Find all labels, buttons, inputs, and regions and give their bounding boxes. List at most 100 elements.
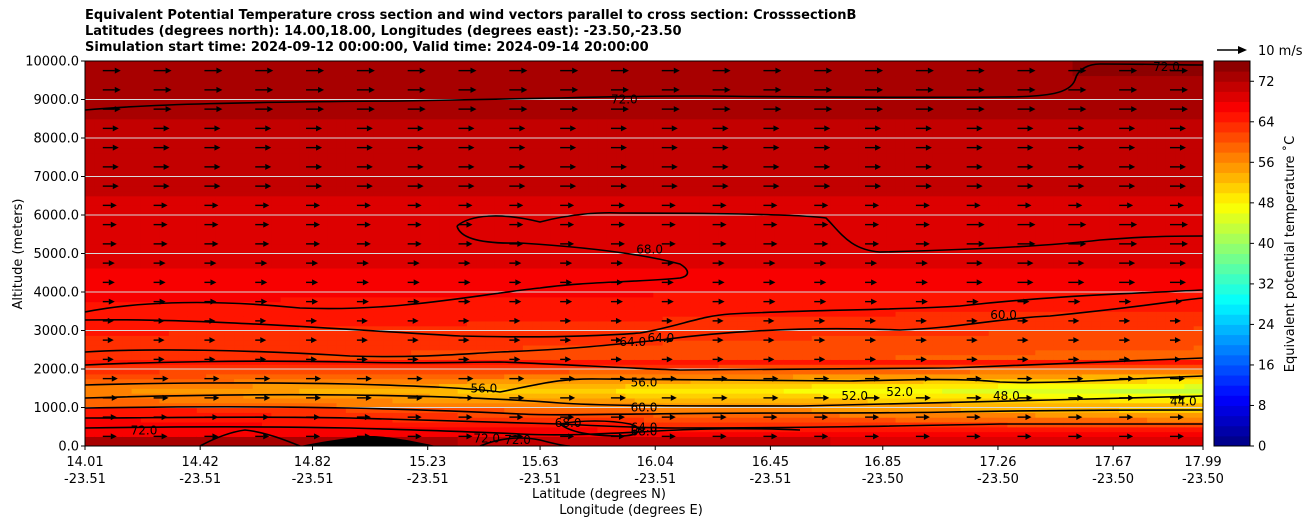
field-cell bbox=[541, 104, 552, 110]
field-cell bbox=[616, 369, 626, 375]
field-cell bbox=[588, 128, 599, 134]
field-cell bbox=[476, 215, 487, 221]
field-cell bbox=[131, 383, 142, 389]
field-cell bbox=[504, 104, 515, 110]
field-cell bbox=[234, 80, 244, 86]
field-cell bbox=[588, 75, 599, 81]
field-cell bbox=[131, 344, 142, 351]
field-cell bbox=[429, 224, 440, 231]
field-cell bbox=[243, 205, 254, 211]
field-cell bbox=[485, 109, 496, 115]
field-cell bbox=[606, 166, 617, 173]
field-cell bbox=[541, 277, 552, 283]
field-cell bbox=[569, 364, 580, 370]
field-cell bbox=[85, 200, 95, 206]
field-cell bbox=[336, 421, 347, 428]
field-cell bbox=[522, 234, 533, 240]
field-cell bbox=[112, 354, 123, 360]
field-cell bbox=[616, 421, 626, 428]
field-cell bbox=[644, 85, 654, 91]
field-cell bbox=[168, 219, 179, 226]
field-cell bbox=[187, 426, 198, 433]
field-cell bbox=[178, 80, 189, 86]
field-cell bbox=[541, 344, 552, 351]
field-cell bbox=[234, 210, 244, 216]
field-cell bbox=[383, 61, 394, 67]
field-cell bbox=[140, 330, 151, 336]
field-cell bbox=[373, 85, 384, 91]
field-cell bbox=[271, 407, 282, 413]
field-cell bbox=[168, 349, 179, 356]
field-cell bbox=[504, 133, 515, 139]
field-cell bbox=[299, 94, 310, 101]
field-cell bbox=[280, 301, 291, 308]
field-cell bbox=[420, 157, 431, 163]
field-cell bbox=[159, 118, 170, 125]
field-cell bbox=[364, 171, 375, 178]
field-cell bbox=[112, 123, 123, 129]
field-cell bbox=[429, 138, 440, 144]
field-cell bbox=[457, 248, 468, 255]
field-cell bbox=[85, 253, 95, 259]
field-cell bbox=[243, 89, 254, 96]
field-cell bbox=[271, 373, 282, 380]
field-cell bbox=[122, 234, 133, 240]
field-cell bbox=[355, 109, 366, 115]
field-cell bbox=[420, 354, 431, 360]
field-cell bbox=[243, 340, 254, 346]
field-cell bbox=[429, 426, 440, 433]
field-cell bbox=[466, 70, 477, 77]
field-cell bbox=[224, 407, 235, 413]
field-cell bbox=[103, 378, 114, 385]
field-cell bbox=[588, 296, 599, 303]
field-cell bbox=[411, 296, 421, 303]
field-cell bbox=[345, 190, 356, 197]
field-cell bbox=[653, 152, 664, 158]
field-cell bbox=[476, 397, 487, 404]
field-cell bbox=[439, 152, 449, 158]
field-cell bbox=[504, 272, 515, 279]
field-cell bbox=[140, 142, 151, 149]
field-cell bbox=[150, 128, 161, 134]
field-cell bbox=[103, 253, 114, 259]
field-cell bbox=[206, 123, 217, 129]
field-cell bbox=[345, 316, 356, 322]
field-cell bbox=[401, 205, 412, 211]
field-cell bbox=[178, 263, 189, 269]
field-cell bbox=[541, 306, 552, 312]
field-cell bbox=[299, 272, 310, 279]
field-cell bbox=[178, 325, 189, 332]
field-cell bbox=[569, 61, 580, 67]
field-cell bbox=[168, 369, 179, 375]
field-cell bbox=[131, 186, 142, 192]
field-cell bbox=[85, 104, 95, 110]
field-cell bbox=[262, 89, 272, 96]
field-cell bbox=[448, 253, 459, 259]
field-cell bbox=[494, 258, 505, 264]
field-cell bbox=[168, 330, 179, 336]
field-cell bbox=[327, 340, 338, 346]
field-cell bbox=[299, 186, 310, 192]
field-cell bbox=[541, 248, 552, 255]
field-cell bbox=[560, 186, 571, 192]
field-cell bbox=[457, 373, 468, 380]
field-cell bbox=[476, 109, 487, 115]
field-cell bbox=[550, 402, 561, 409]
field-cell bbox=[196, 402, 207, 409]
field-cell bbox=[476, 426, 487, 433]
field-cell bbox=[401, 344, 412, 351]
field-cell bbox=[541, 436, 552, 442]
field-cell bbox=[476, 142, 487, 149]
field-cell bbox=[243, 128, 254, 134]
field-cell bbox=[252, 325, 263, 332]
field-cell bbox=[485, 373, 496, 380]
field-cell bbox=[150, 388, 161, 394]
field-cell bbox=[513, 296, 524, 303]
field-cell bbox=[616, 243, 626, 250]
field-cell bbox=[550, 417, 561, 423]
field-cell bbox=[616, 224, 626, 231]
field-cell bbox=[85, 287, 95, 293]
field-cell bbox=[662, 330, 673, 336]
field-cell bbox=[625, 65, 636, 72]
field-cell bbox=[625, 80, 636, 86]
